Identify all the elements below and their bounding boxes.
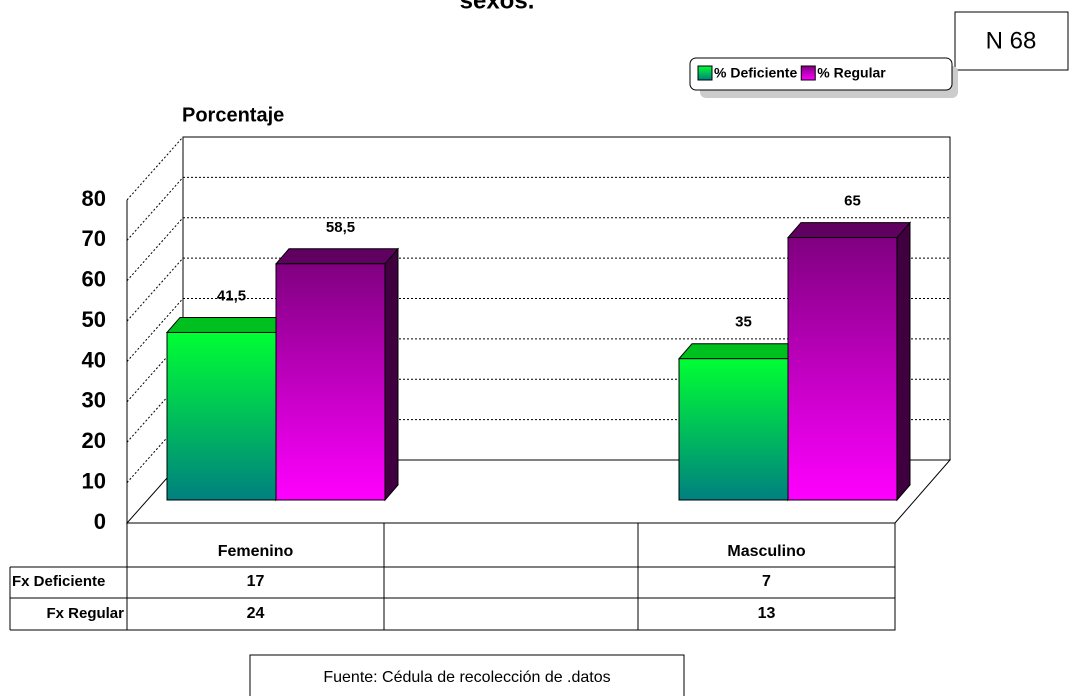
x-tick-label: Femenino — [218, 543, 294, 560]
y-tick-label: 40 — [82, 347, 106, 372]
source-box — [249, 654, 685, 696]
y-axis-label: Porcentaje — [182, 104, 284, 126]
chart-title: sexos. — [460, 0, 535, 14]
bar-side — [896, 221, 911, 502]
table-cell: 17 — [247, 573, 265, 590]
y-tick-label: 80 — [82, 186, 106, 211]
bar-side — [384, 247, 399, 502]
grid-line — [126, 177, 184, 241]
note-box — [954, 11, 1069, 71]
bar-top — [274, 248, 400, 265]
table-cell: 7 — [762, 573, 771, 590]
row-label: Fx Regular — [46, 605, 124, 622]
data-label: 58,5 — [326, 219, 355, 236]
data-label: 35 — [735, 314, 752, 331]
data-label: 65 — [844, 193, 861, 210]
grid-line — [126, 257, 184, 322]
y-tick-label: 50 — [82, 307, 106, 332]
data-label: 41,5 — [217, 287, 246, 304]
bar-top — [165, 316, 291, 333]
bar-top — [677, 343, 803, 360]
y-tick-label: 70 — [82, 226, 106, 251]
table-cell: 13 — [758, 605, 776, 622]
legend-entry: % Deficiente — [714, 65, 797, 81]
y-tick-label: 0 — [94, 509, 106, 534]
y-tick-label: 60 — [82, 267, 106, 292]
bar-top — [786, 222, 912, 239]
table — [126, 522, 896, 631]
grid-line — [126, 217, 184, 282]
source: Fuente: Cédula de recolección de .datos — [323, 669, 610, 686]
legend-entry: % Regular — [817, 65, 886, 81]
bar — [166, 331, 277, 501]
bar — [275, 263, 386, 501]
x-tick-label: Masculino — [727, 543, 805, 560]
table-cell: 24 — [247, 605, 265, 622]
bar — [787, 237, 898, 501]
bar — [678, 358, 789, 501]
note: N 68 — [986, 27, 1037, 54]
grid-line — [126, 136, 184, 201]
y-tick-label: 10 — [82, 468, 106, 493]
legend — [689, 57, 953, 91]
y-tick-label: 30 — [82, 388, 106, 413]
legend-swatch — [697, 65, 713, 81]
row-label: Fx Deficiente — [12, 573, 105, 590]
legend-swatch — [800, 65, 816, 81]
y-tick-label: 20 — [82, 428, 106, 453]
